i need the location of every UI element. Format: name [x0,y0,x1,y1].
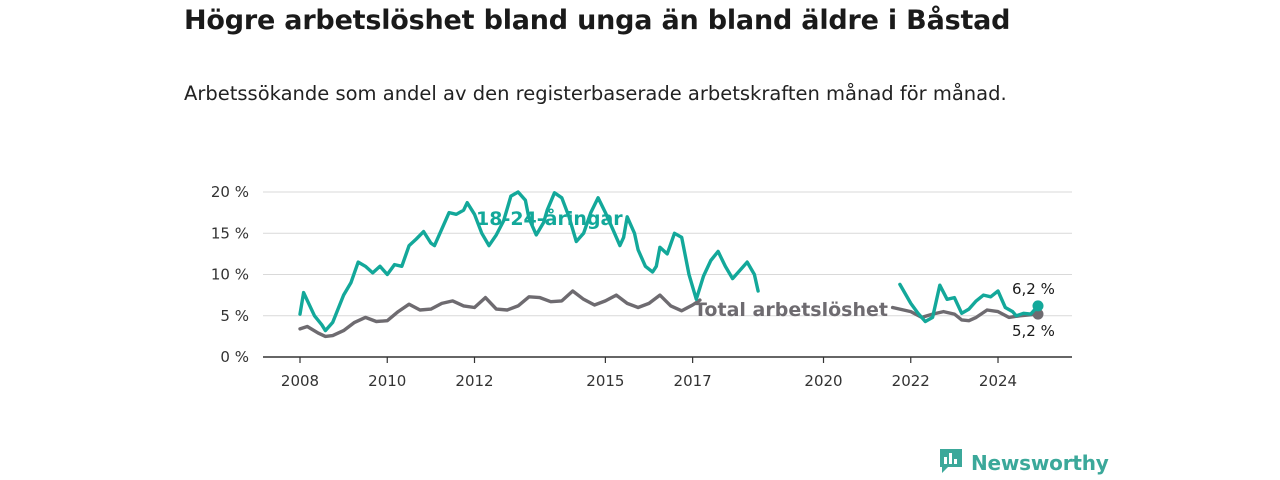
chart-title: Högre arbetslöshet bland unga än bland ä… [184,5,1011,36]
series-line-youth [298,190,760,333]
series-label-youth: 18-24-åringar [476,206,623,230]
chart-subtitle: Arbetssökande som andel av den registerb… [184,82,1007,105]
x-tick-label: 2017 [674,372,712,390]
x-tick-label: 2015 [586,372,624,390]
bar-chart-icon [938,447,964,479]
y-tick-label: 15 % [211,224,249,242]
y-tick-label: 0 % [220,348,249,366]
labels-layer: 18-24-åringar Total arbetslöshet 6,2 % 5,2 … [476,206,1055,340]
grid-lines [263,191,1072,317]
x-tick-label: 2010 [368,372,406,390]
x-tick-label: 2024 [979,372,1017,390]
series-line-total [298,289,702,339]
x-tick-label: 2022 [892,372,930,390]
series-label-total: Total arbetslöshet [694,299,888,321]
x-tick-label: 2008 [281,372,319,390]
y-tick-label: 10 % [211,266,249,284]
y-axis-ticks: 0 % 5 % 10 % 15 % 20 % [211,183,249,366]
x-tick-label: 2020 [804,372,842,390]
y-tick-label: 20 % [211,183,249,201]
brand-logo: Newsworthy [938,449,1109,477]
series-layer [298,190,1044,339]
end-label-youth: 6,2 % [1012,280,1055,298]
end-label-total: 5,2 % [1012,322,1055,340]
x-tick-label: 2012 [455,372,493,390]
series-line-youth-end [898,282,1040,324]
end-point-youth [1032,300,1044,312]
x-axis-ticks: 2008 2010 2012 2015 2017 2020 2022 2024 [281,357,1017,390]
series-line-total-end [890,305,1040,323]
brand-name: Newsworthy [971,451,1109,475]
y-tick-label: 5 % [220,307,249,325]
